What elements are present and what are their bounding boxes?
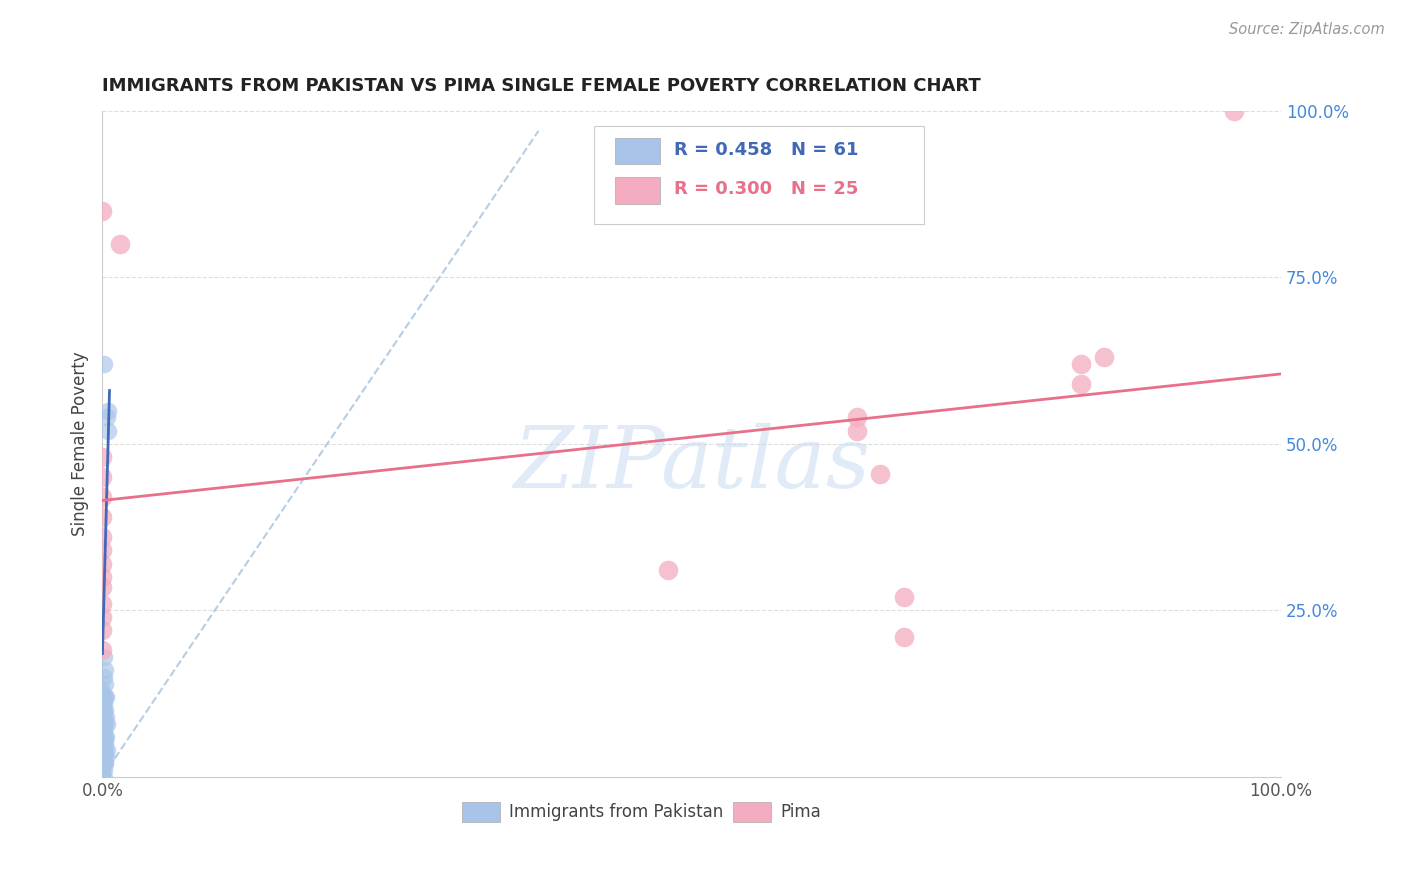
- Point: [91, 763, 114, 777]
- Point: [91, 530, 114, 544]
- Point: [91, 683, 114, 698]
- Text: Source: ZipAtlas.com: Source: ZipAtlas.com: [1229, 22, 1385, 37]
- Point: [93, 716, 115, 731]
- Point: [91, 770, 114, 784]
- Point: [845, 410, 868, 425]
- Point: [91, 736, 114, 750]
- Point: [1070, 376, 1092, 391]
- Point: [869, 467, 891, 481]
- Point: [93, 723, 115, 738]
- Point: [94, 743, 117, 757]
- Text: ZIPatlas: ZIPatlas: [513, 423, 870, 505]
- Point: [94, 703, 117, 717]
- Point: [93, 357, 115, 371]
- Text: R = 0.300   N = 25: R = 0.300 N = 25: [673, 180, 859, 198]
- FancyBboxPatch shape: [733, 802, 770, 822]
- Point: [91, 743, 114, 757]
- Point: [94, 690, 117, 704]
- Point: [91, 739, 114, 754]
- Point: [91, 557, 114, 571]
- Point: [845, 424, 868, 438]
- Text: R = 0.458   N = 61: R = 0.458 N = 61: [673, 141, 859, 159]
- Point: [91, 706, 114, 721]
- Point: [94, 756, 117, 771]
- Point: [94, 716, 117, 731]
- Point: [91, 490, 114, 504]
- Point: [93, 703, 115, 717]
- Point: [893, 590, 915, 604]
- Point: [93, 716, 115, 731]
- Point: [91, 756, 114, 771]
- Point: [97, 424, 120, 438]
- Point: [94, 663, 117, 677]
- Point: [91, 643, 114, 657]
- Point: [91, 610, 114, 624]
- Point: [91, 703, 114, 717]
- Point: [93, 649, 115, 664]
- Point: [1092, 351, 1115, 365]
- Point: [91, 699, 114, 714]
- Point: [94, 710, 117, 724]
- Y-axis label: Single Female Poverty: Single Female Poverty: [72, 351, 89, 536]
- Point: [91, 597, 114, 611]
- Point: [1223, 103, 1246, 118]
- Point: [91, 710, 114, 724]
- Point: [91, 543, 114, 558]
- Point: [94, 690, 117, 704]
- Point: [91, 580, 114, 594]
- Point: [91, 720, 114, 734]
- Point: [94, 730, 117, 744]
- Point: [93, 756, 115, 771]
- Point: [93, 670, 115, 684]
- Point: [91, 747, 114, 761]
- Point: [91, 570, 114, 584]
- Point: [91, 713, 114, 727]
- Point: [91, 693, 114, 707]
- Point: [93, 736, 115, 750]
- Point: [93, 763, 115, 777]
- Point: [97, 403, 120, 417]
- Point: [93, 749, 115, 764]
- FancyBboxPatch shape: [614, 137, 659, 164]
- Point: [96, 716, 118, 731]
- Point: [94, 730, 117, 744]
- Point: [91, 723, 114, 738]
- Text: IMMIGRANTS FROM PAKISTAN VS PIMA SINGLE FEMALE POVERTY CORRELATION CHART: IMMIGRANTS FROM PAKISTAN VS PIMA SINGLE …: [103, 78, 981, 95]
- Point: [91, 766, 114, 780]
- Point: [96, 410, 118, 425]
- Point: [1070, 357, 1092, 371]
- Point: [91, 687, 114, 701]
- Text: Pima: Pima: [780, 803, 821, 821]
- Point: [91, 753, 114, 767]
- Point: [91, 760, 114, 774]
- Point: [91, 730, 114, 744]
- Point: [91, 716, 114, 731]
- Point: [91, 203, 114, 218]
- Point: [93, 743, 115, 757]
- Point: [91, 510, 114, 524]
- FancyBboxPatch shape: [593, 126, 924, 224]
- Point: [91, 470, 114, 484]
- Point: [93, 710, 115, 724]
- Point: [657, 563, 679, 577]
- Point: [893, 630, 915, 644]
- Point: [94, 749, 117, 764]
- Point: [93, 697, 115, 711]
- Point: [91, 624, 114, 638]
- Point: [91, 733, 114, 747]
- Point: [93, 770, 115, 784]
- Point: [94, 736, 117, 750]
- Point: [94, 756, 117, 771]
- Point: [93, 730, 115, 744]
- Point: [91, 749, 114, 764]
- Point: [96, 743, 118, 757]
- Point: [93, 690, 115, 704]
- FancyBboxPatch shape: [614, 178, 659, 204]
- Point: [94, 676, 117, 690]
- Point: [91, 450, 114, 464]
- FancyBboxPatch shape: [463, 802, 499, 822]
- Text: Immigrants from Pakistan: Immigrants from Pakistan: [509, 803, 723, 821]
- Point: [91, 726, 114, 740]
- Point: [108, 237, 131, 252]
